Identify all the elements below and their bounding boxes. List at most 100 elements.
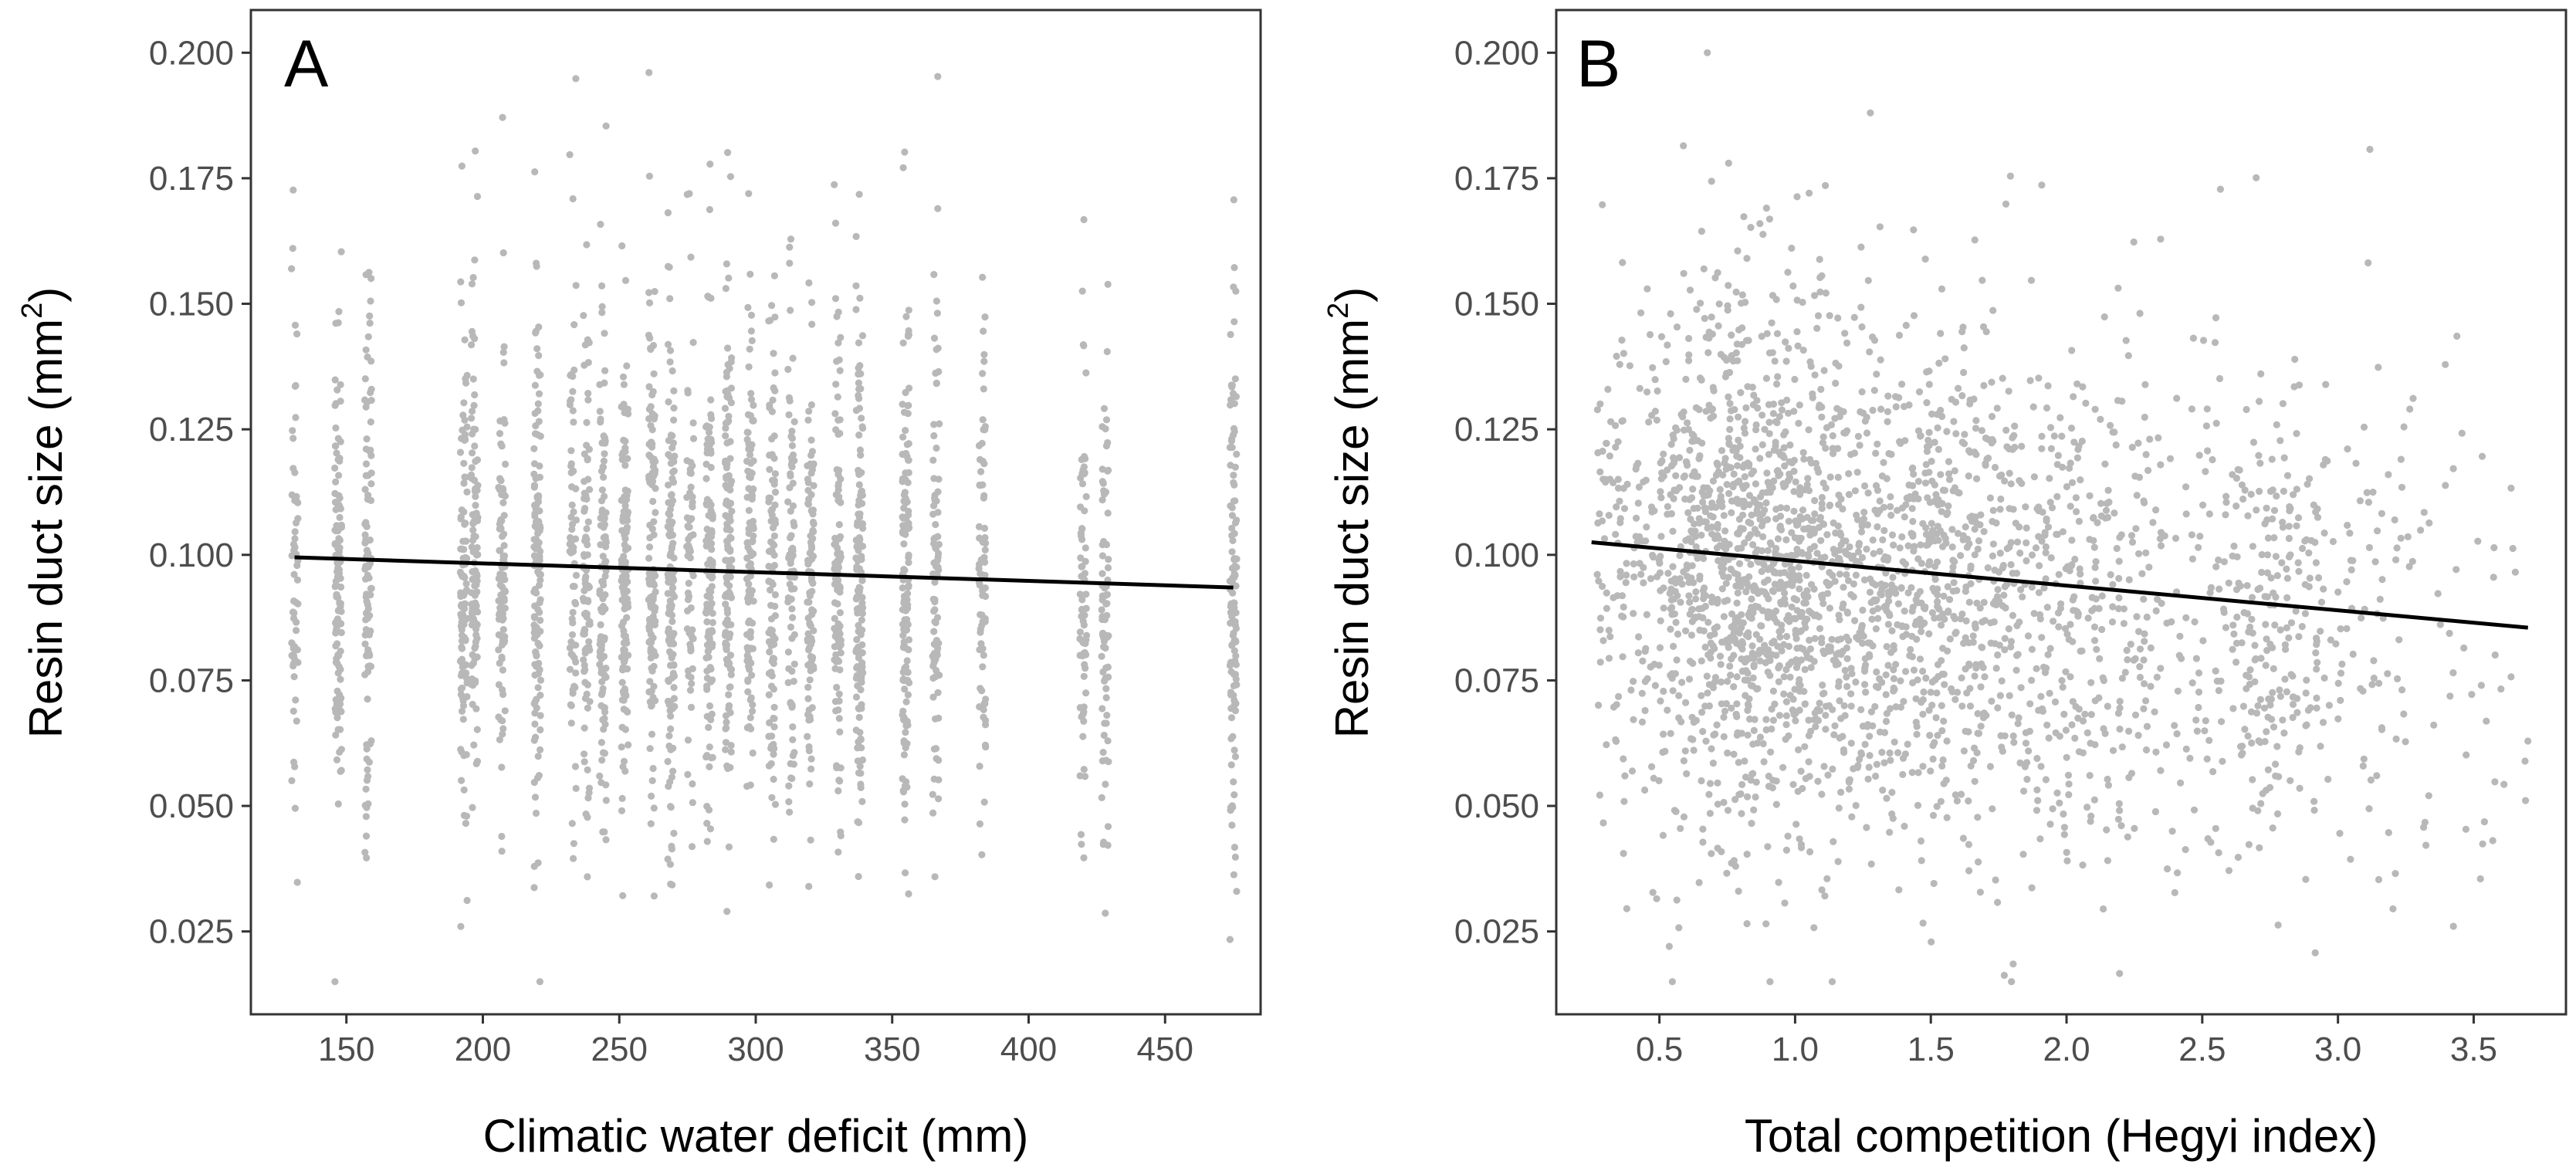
data-point-a [725, 412, 733, 421]
data-point-b [1795, 564, 1803, 571]
data-point-a [905, 582, 912, 590]
data-point-a [930, 540, 938, 547]
data-point-b [2044, 382, 2052, 390]
data-point-b [1888, 531, 1897, 539]
data-point-a [468, 280, 476, 288]
data-point-a [366, 312, 374, 320]
data-point-a [567, 469, 575, 477]
data-point-b [1783, 632, 1791, 641]
data-point-b [1840, 702, 1848, 709]
data-point-b [2114, 284, 2122, 292]
data-point-a [689, 665, 696, 673]
data-point-a [1082, 591, 1090, 598]
data-point-a [810, 482, 817, 489]
data-point-b [1836, 554, 1843, 563]
data-point-a [709, 753, 716, 762]
data-point-a [333, 386, 341, 394]
data-point-a [531, 512, 539, 520]
data-point-a [1080, 703, 1088, 711]
data-point-b [1680, 813, 1688, 821]
data-point-b [1945, 458, 1953, 465]
data-point-b [1726, 415, 1734, 423]
data-point-a [1100, 838, 1108, 846]
data-point-a [857, 783, 865, 791]
data-point-b [1657, 553, 1664, 560]
data-point-b [1745, 492, 1754, 499]
data-point-b [1605, 626, 1613, 635]
data-point-b [1912, 596, 1920, 604]
data-point-b [1919, 763, 1927, 770]
data-point-b [1745, 337, 1752, 344]
data-point-b [1897, 677, 1904, 685]
data-point-b [1979, 323, 1988, 330]
data-point-b [1722, 465, 1730, 473]
data-point-b [1905, 495, 1913, 503]
data-point-b [1721, 527, 1729, 535]
data-point-b [1900, 698, 1907, 706]
data-point-b [1864, 721, 1872, 729]
data-point-b [1972, 451, 1980, 459]
data-point-a [725, 843, 733, 851]
data-point-a [784, 594, 792, 602]
data-point-a [836, 666, 844, 674]
data-point-b [1858, 553, 1867, 562]
data-point-a [496, 430, 504, 438]
data-point-b [1918, 857, 1925, 865]
data-point-a [709, 676, 716, 684]
data-point-a [767, 586, 774, 594]
data-point-b [1676, 454, 1684, 462]
data-point-b [1962, 523, 1969, 531]
data-point-a [474, 482, 482, 489]
data-point-b [1780, 431, 1788, 439]
data-point-b [1687, 631, 1695, 639]
data-point-a [566, 644, 574, 652]
data-point-b [1702, 333, 1710, 341]
data-point-b [1604, 385, 1612, 393]
data-point-b [2009, 611, 2016, 620]
data-point-b [1863, 429, 1871, 437]
data-point-a [499, 499, 507, 506]
data-point-b [1725, 435, 1732, 442]
data-point-a [832, 707, 840, 715]
data-point-a [666, 640, 674, 648]
data-point-b [1656, 560, 1664, 567]
data-point-b [1594, 519, 1602, 527]
data-point-a [831, 698, 840, 706]
data-point-b [1805, 426, 1813, 434]
data-point-a [804, 695, 812, 702]
data-point-a [703, 820, 711, 827]
data-point-b [1928, 938, 1935, 946]
data-point-b [1965, 797, 1972, 805]
data-point-a [363, 547, 371, 554]
data-point-b [1909, 604, 1917, 611]
data-point-b [1637, 570, 1645, 578]
data-point-a [855, 432, 863, 439]
data-point-b [1872, 597, 1880, 605]
data-point-a [930, 607, 938, 615]
data-point-a [499, 725, 507, 733]
data-point-b [1762, 920, 1770, 928]
data-point-b [1793, 328, 1801, 336]
data-point-a [689, 503, 696, 511]
data-point-b [1733, 712, 1741, 721]
data-point-b [1988, 412, 1996, 421]
data-point-a [786, 484, 794, 492]
data-point-b [1596, 626, 1604, 634]
data-point-b [1822, 181, 1830, 189]
data-point-b [1965, 639, 1973, 647]
data-point-a [646, 745, 654, 753]
data-point-a [468, 613, 476, 621]
data-point-a [981, 426, 989, 434]
data-point-b [1748, 682, 1757, 690]
data-point-b [1696, 572, 1704, 580]
data-point-a [333, 714, 341, 722]
data-point-b [1797, 767, 1805, 775]
data-point-a [597, 467, 606, 475]
data-point-a [788, 605, 796, 613]
data-point-a [900, 540, 908, 548]
data-point-b [1814, 777, 1822, 785]
data-point-a [747, 396, 756, 404]
data-point-b [1704, 49, 1711, 56]
data-point-b [1873, 668, 1880, 676]
data-point-a [666, 573, 674, 580]
